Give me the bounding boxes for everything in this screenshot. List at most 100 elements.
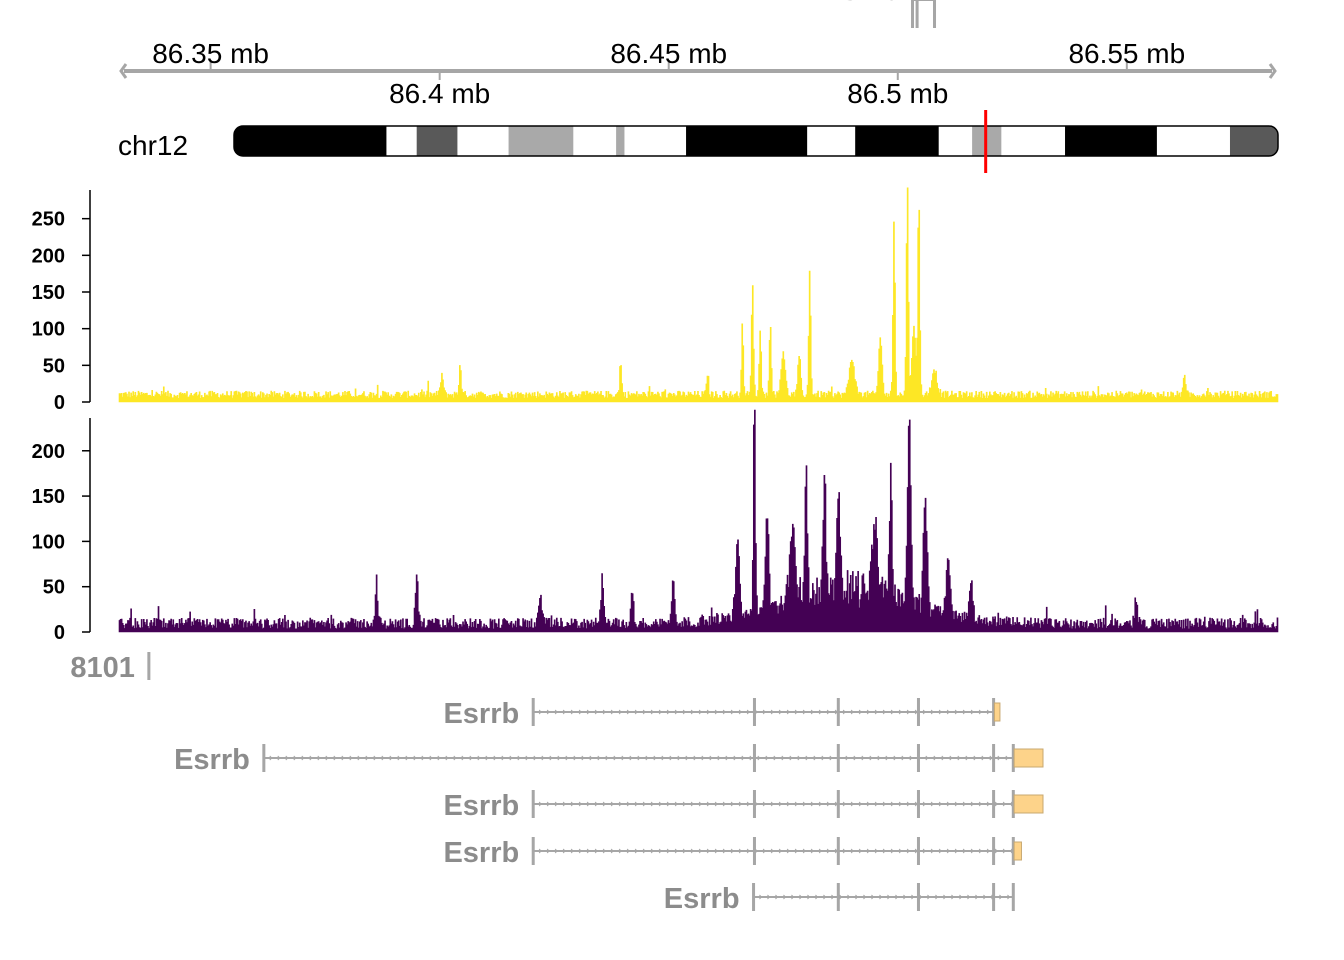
- strand-arrow: [626, 848, 630, 854]
- strand-arrow: [546, 709, 550, 715]
- strand-arrow: [826, 801, 830, 807]
- y-tick-label: 0: [54, 622, 65, 644]
- strand-arrow: [562, 801, 566, 807]
- strand-arrow: [935, 894, 939, 900]
- strand-arrow: [874, 848, 878, 854]
- strand-arrow: [626, 709, 630, 715]
- genome-tick-label: 86.4 mb: [389, 78, 490, 109]
- strand-arrow: [943, 894, 947, 900]
- strand-arrow: [682, 709, 686, 715]
- gene-model: Esrrb: [443, 698, 1001, 730]
- strand-arrow: [746, 801, 750, 807]
- strand-arrow: [802, 848, 806, 854]
- strand-arrow: [946, 709, 950, 715]
- strand-arrow: [847, 894, 851, 900]
- strand-arrow: [749, 755, 753, 761]
- gene-exon: [916, 790, 920, 818]
- strand-arrow: [829, 755, 833, 761]
- gene-exon: [916, 837, 920, 865]
- gene-exon: [916, 883, 920, 911]
- strand-arrow: [946, 801, 950, 807]
- strand-arrow: [738, 848, 742, 854]
- strand-arrow: [842, 848, 846, 854]
- strand-arrow: [786, 709, 790, 715]
- strand-arrow: [690, 801, 694, 807]
- gene-label: 8101: [70, 652, 135, 684]
- ideogram-band: [508, 126, 574, 156]
- strand-arrow: [762, 848, 766, 854]
- gene-exon: [992, 744, 996, 772]
- strand-arrow: [807, 894, 811, 900]
- strand-arrow: [610, 848, 614, 854]
- gene-exon: [531, 790, 535, 818]
- strand-arrow: [898, 709, 902, 715]
- strand-arrow: [850, 709, 854, 715]
- strand-arrow: [538, 848, 542, 854]
- strand-arrow: [850, 848, 854, 854]
- strand-arrow: [783, 894, 787, 900]
- strand-arrow: [317, 755, 321, 761]
- ideogram-band: [1156, 126, 1231, 156]
- gene-exon: [752, 790, 756, 818]
- strand-arrow: [578, 848, 582, 854]
- gene-utr-block: [993, 702, 1001, 722]
- ideogram-band: [234, 126, 387, 156]
- strand-arrow: [733, 755, 737, 761]
- ideogram-bands: [234, 126, 1278, 156]
- strand-arrow: [650, 801, 654, 807]
- strand-arrow: [589, 755, 593, 761]
- strand-arrow: [570, 709, 574, 715]
- strand-arrow: [970, 848, 974, 854]
- gene-model: 8101: [70, 652, 151, 684]
- strand-arrow: [791, 894, 795, 900]
- strand-arrow: [602, 709, 606, 715]
- ideogram-band: [386, 126, 418, 156]
- ideogram-band: [416, 126, 458, 156]
- strand-arrow: [941, 755, 945, 761]
- strand-arrow: [794, 709, 798, 715]
- gene-label: Esrrb: [443, 698, 519, 730]
- strand-arrow: [469, 755, 473, 761]
- strand-arrow: [767, 894, 771, 900]
- strand-arrow: [909, 755, 913, 761]
- strand-arrow: [930, 709, 934, 715]
- strand-arrow: [978, 709, 982, 715]
- ideogram-band: [855, 126, 940, 156]
- strand-arrow: [642, 801, 646, 807]
- strand-arrow: [866, 709, 870, 715]
- strand-arrow: [957, 755, 961, 761]
- strand-arrow: [533, 755, 537, 761]
- strand-arrow: [666, 709, 670, 715]
- strand-arrow: [781, 755, 785, 761]
- ideogram-band: [1001, 126, 1066, 156]
- strand-arrow: [813, 755, 817, 761]
- strand-arrow: [634, 709, 638, 715]
- strand-arrow: [861, 755, 865, 761]
- gene-exon: [531, 837, 535, 865]
- strand-arrow: [634, 801, 638, 807]
- strand-arrow: [815, 894, 819, 900]
- strand-arrow: [802, 709, 806, 715]
- gene-label: Esrrb: [443, 790, 519, 822]
- strand-arrow: [877, 755, 881, 761]
- strand-arrow: [778, 709, 782, 715]
- gene-exon: [147, 652, 151, 680]
- strand-arrow: [373, 755, 377, 761]
- strand-arrow: [586, 709, 590, 715]
- strand-arrow: [701, 755, 705, 761]
- strand-arrow: [714, 801, 718, 807]
- strand-arrow: [863, 894, 867, 900]
- gene-utr-block: [1013, 748, 1044, 768]
- strand-arrow: [1002, 848, 1006, 854]
- strand-arrow: [866, 801, 870, 807]
- strand-arrow: [885, 755, 889, 761]
- strand-arrow: [602, 848, 606, 854]
- ideogram-band: [1065, 126, 1158, 156]
- coverage-histogram: [118, 187, 1279, 403]
- strand-arrow: [642, 848, 646, 854]
- strand-arrow: [706, 801, 710, 807]
- strand-arrow: [890, 709, 894, 715]
- strand-arrow: [674, 848, 678, 854]
- strand-arrow: [501, 755, 505, 761]
